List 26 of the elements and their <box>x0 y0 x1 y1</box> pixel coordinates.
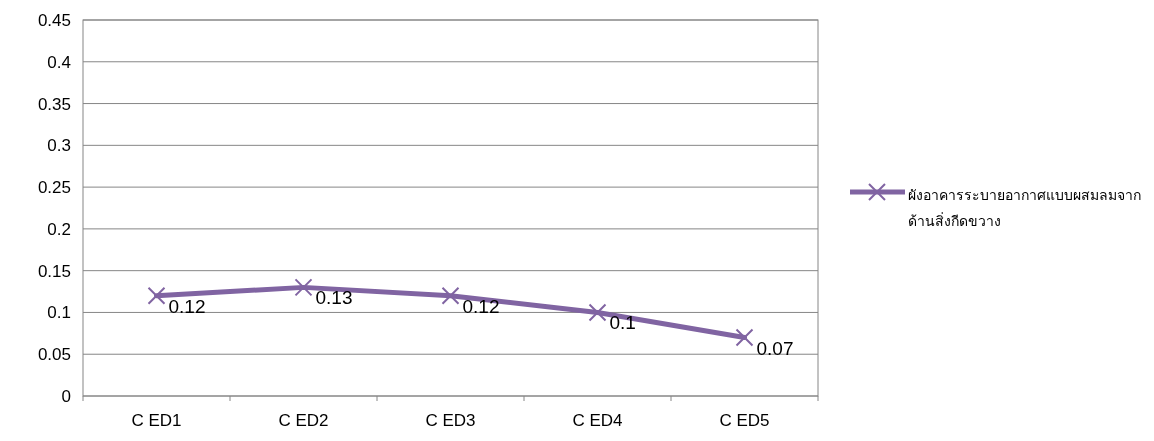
y-tick-label: 0.4 <box>47 52 71 72</box>
y-tick-label: 0.3 <box>47 136 71 156</box>
point <box>294 278 313 297</box>
data-label: 0.1 <box>609 312 636 334</box>
point <box>441 286 460 305</box>
y-tick-label: 0.35 <box>37 94 71 114</box>
y-tick-label: 0.45 <box>37 11 71 30</box>
y-tick-label: 0.2 <box>47 219 71 239</box>
point <box>735 328 754 347</box>
point <box>147 286 166 305</box>
data-label: 0.07 <box>756 337 794 359</box>
x-tick-label: C ED5 <box>719 411 770 430</box>
data-label: 0.13 <box>315 287 353 309</box>
y-tick-label: 0.05 <box>37 345 71 365</box>
y-tick-label: 0 <box>61 387 71 406</box>
data-label: 0.12 <box>168 295 206 317</box>
x-tick-label: C ED1 <box>131 411 182 430</box>
x-tick-label: C ED3 <box>425 411 476 430</box>
x-tick-label: C ED2 <box>278 411 329 430</box>
x-tick-label: C ED4 <box>572 411 623 430</box>
y-tick-label: 0.25 <box>37 178 71 198</box>
data-label: 0.12 <box>462 295 500 317</box>
legend-label: ผังอาคารระบายอากาศแบบผสมลมจากด้านสิ่งกีดขวาง <box>908 186 1142 231</box>
y-tick-label: 0.15 <box>37 261 71 281</box>
point <box>588 303 607 322</box>
y-tick-label: 0.1 <box>47 303 71 323</box>
